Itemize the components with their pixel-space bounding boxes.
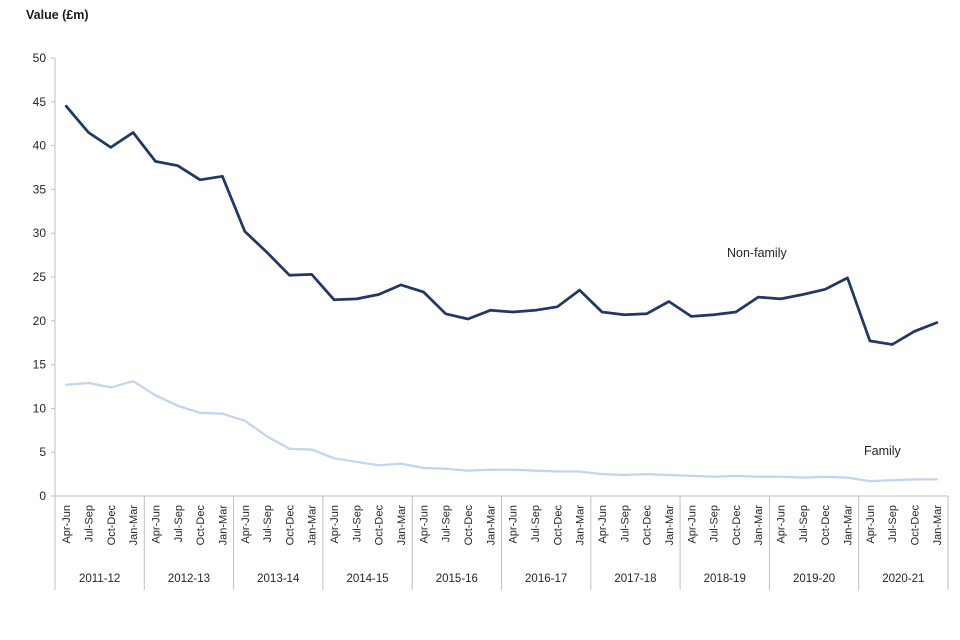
- x-axis-quarter-label: Oct-Dec: [820, 505, 832, 546]
- series-line-non-family: [64, 104, 939, 346]
- x-axis-quarter-label: Oct-Dec: [284, 505, 296, 546]
- x-axis-year-label: 2013-14: [257, 573, 300, 585]
- x-axis-quarter-label: Jul-Sep: [887, 505, 899, 542]
- y-axis-label: 35: [33, 182, 47, 196]
- x-axis-quarter-label: Oct-Dec: [374, 505, 386, 546]
- x-axis-year-label: 2014-15: [346, 573, 388, 585]
- x-axis-quarter-label: Jul-Sep: [530, 505, 542, 542]
- series-label-family: Family: [864, 444, 901, 458]
- x-axis-quarter-label: Oct-Dec: [552, 505, 564, 546]
- series-label-non-family: Non-family: [727, 246, 787, 260]
- x-axis-year-label: 2019-20: [793, 573, 835, 585]
- x-axis-year-label: 2016-17: [525, 573, 567, 585]
- x-axis-quarter-label: Apr-Jun: [776, 505, 788, 544]
- x-axis-quarter-label: Apr-Jun: [61, 505, 73, 544]
- x-axis-quarter-label: Jul-Sep: [83, 505, 95, 542]
- y-axis-label: 50: [33, 51, 47, 65]
- y-axis-label: 0: [39, 489, 46, 503]
- x-axis-quarter-label: Jan-Mar: [128, 505, 140, 546]
- x-axis-year-label: 2018-19: [704, 573, 746, 585]
- x-axis-quarter-label: Jan-Mar: [932, 505, 944, 546]
- x-axis-quarter-label: Jul-Sep: [262, 505, 274, 542]
- x-axis-quarter-label: Oct-Dec: [642, 505, 654, 546]
- x-axis-quarter-label: Jul-Sep: [173, 505, 185, 542]
- y-axis-label: 10: [33, 401, 47, 415]
- x-axis-quarter-label: Jan-Mar: [843, 505, 855, 546]
- x-axis-quarter-label: Jul-Sep: [351, 505, 363, 542]
- x-axis-quarter-label: Apr-Jun: [508, 505, 520, 544]
- x-axis-year-label: 2015-16: [436, 573, 478, 585]
- x-axis-quarter-label: Jan-Mar: [307, 505, 319, 546]
- x-axis-quarter-label: Jan-Mar: [753, 505, 765, 546]
- x-axis-year-label: 2020-21: [882, 573, 924, 585]
- x-axis-quarter-label: Jan-Mar: [396, 505, 408, 546]
- x-axis-year-label: 2012-13: [168, 573, 210, 585]
- x-axis-year-label: 2017-18: [614, 573, 656, 585]
- x-axis-quarter-label: Oct-Dec: [731, 505, 743, 546]
- x-axis-quarter-label: Jul-Sep: [619, 505, 631, 542]
- x-axis-quarter-label: Oct-Dec: [463, 505, 475, 546]
- x-axis-quarter-label: Jan-Mar: [217, 505, 229, 546]
- x-axis-quarter-label: Apr-Jun: [865, 505, 877, 544]
- y-axis-label: 25: [33, 270, 47, 284]
- x-axis-quarter-label: Apr-Jun: [686, 505, 698, 544]
- x-axis-quarter-label: Apr-Jun: [150, 505, 162, 544]
- x-axis-quarter-label: Apr-Jun: [329, 505, 341, 544]
- x-axis-quarter-label: Jul-Sep: [709, 505, 721, 542]
- x-axis-quarter-label: Oct-Dec: [106, 505, 118, 546]
- y-axis-label: 20: [33, 314, 47, 328]
- x-axis-quarter-label: Jul-Sep: [441, 505, 453, 542]
- y-axis-label: 5: [39, 445, 46, 459]
- x-axis-quarter-label: Jan-Mar: [485, 505, 497, 546]
- y-axis-label: 30: [33, 226, 47, 240]
- x-axis-quarter-label: Apr-Jun: [597, 505, 609, 544]
- x-axis-quarter-label: Jan-Mar: [575, 505, 587, 546]
- x-axis-quarter-label: Jul-Sep: [798, 505, 810, 542]
- chart-title: Value (£m): [26, 8, 89, 22]
- x-axis-year-label: 2011-12: [79, 573, 120, 585]
- series-line-family: [65, 380, 938, 483]
- y-axis-label: 45: [33, 95, 47, 109]
- x-axis-quarter-label: Oct-Dec: [910, 505, 922, 546]
- y-axis-label: 15: [33, 358, 47, 372]
- x-axis-quarter-label: Oct-Dec: [195, 505, 207, 546]
- x-axis-quarter-label: Apr-Jun: [240, 505, 252, 544]
- y-axis-label: 40: [33, 139, 47, 153]
- x-axis-quarter-label: Apr-Jun: [418, 505, 430, 544]
- x-axis-quarter-label: Jan-Mar: [664, 505, 676, 546]
